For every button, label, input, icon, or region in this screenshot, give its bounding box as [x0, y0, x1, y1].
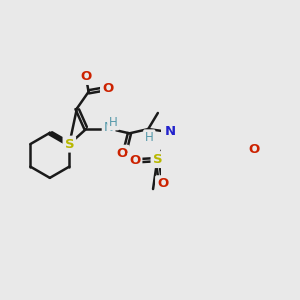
Text: O: O [80, 70, 92, 83]
Text: S: S [64, 138, 74, 151]
Text: S: S [152, 153, 162, 166]
Text: O: O [116, 147, 128, 160]
Text: N: N [104, 122, 113, 134]
Text: O: O [157, 177, 168, 190]
Text: O: O [129, 154, 140, 167]
Text: O: O [102, 82, 113, 95]
Text: O: O [249, 143, 260, 156]
Text: H: H [109, 116, 118, 129]
Text: N: N [165, 125, 176, 138]
Text: H: H [145, 131, 154, 144]
